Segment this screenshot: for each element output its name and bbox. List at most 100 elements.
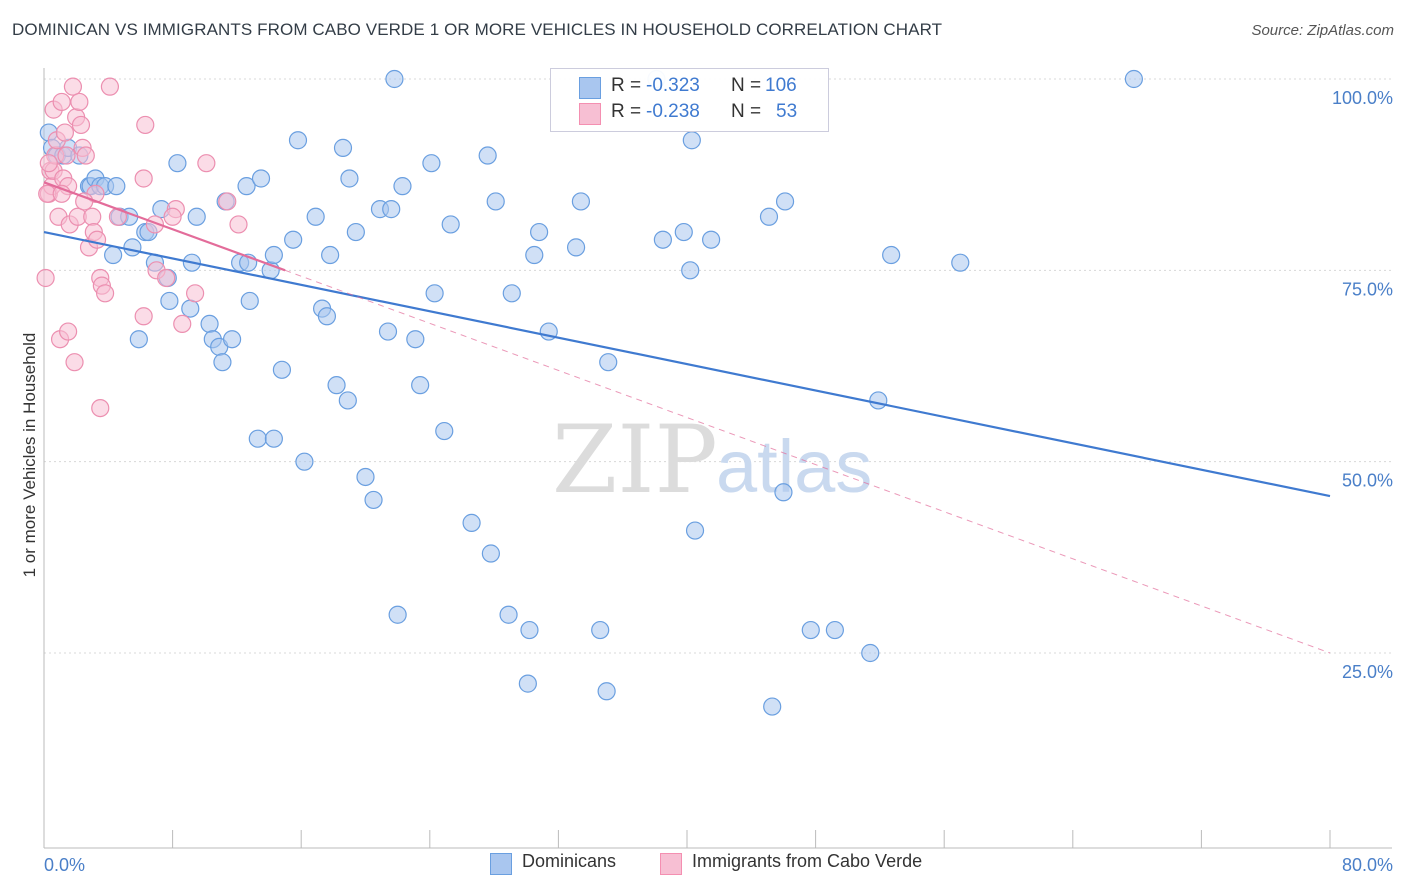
dominicans-point xyxy=(388,605,407,624)
dominicans-point xyxy=(478,146,497,165)
dominicans-point xyxy=(181,299,200,318)
y-tick-label: 100.0% xyxy=(1332,88,1393,108)
legend-r-value-pink: -0.238 xyxy=(646,101,700,122)
dominicans-point xyxy=(284,230,303,249)
dominicans-point xyxy=(356,467,375,487)
cabo-verde-point xyxy=(87,230,107,249)
cabo-verde-point xyxy=(70,92,89,112)
dominicans-point xyxy=(104,245,123,265)
dominicans-point xyxy=(187,207,206,226)
dominicans-point xyxy=(240,291,259,311)
dominicans-point xyxy=(288,131,308,150)
dominicans-point xyxy=(774,483,793,502)
dominicans-point xyxy=(327,376,346,395)
dominicans-point xyxy=(801,620,820,640)
legend-r-value-blue: -0.323 xyxy=(646,75,700,96)
dominicans-point xyxy=(951,253,970,272)
dominicans-point xyxy=(364,490,383,510)
cabo-verde-point xyxy=(39,154,58,173)
cabo-verde-point xyxy=(163,207,182,226)
cabo-verde-point xyxy=(36,268,55,288)
dominicans-point xyxy=(321,245,340,265)
dominicans-point xyxy=(248,429,267,448)
dominicans-point xyxy=(306,207,325,226)
y-tick-labels: 25.0% 50.0% 75.0% 100.0% xyxy=(1332,88,1393,682)
dominicans-point xyxy=(435,421,454,441)
y-tick-label: 25.0% xyxy=(1342,662,1393,682)
dominicans-point xyxy=(264,245,283,265)
source-label: Source: ZipAtlas.com xyxy=(1251,22,1394,39)
cabo-verde-point xyxy=(197,154,216,173)
bottom-legend-label-cabo-verde: Immigrants from Cabo Verde xyxy=(692,851,923,871)
legend-row-cabo-verde: R = -0.238 N = 53 xyxy=(551,101,828,127)
cabo-verde-point xyxy=(59,322,78,341)
dominicans-point xyxy=(775,192,795,211)
dominicans-point xyxy=(502,284,521,303)
dominicans-point xyxy=(525,245,544,265)
dominicans-point xyxy=(763,697,782,716)
dominicans-point xyxy=(333,138,353,157)
chart-title: DOMINICAN VS IMMIGRANTS FROM CABO VERDE … xyxy=(12,20,943,39)
cabo-verde-point xyxy=(57,146,76,165)
dominicans-point xyxy=(518,674,537,693)
cabo-verde-point xyxy=(229,215,248,234)
legend-r-label: R = xyxy=(611,75,642,96)
dominicans-trend-line xyxy=(43,230,1331,498)
cabo-verde-point xyxy=(218,192,237,211)
legend-n-value-blue: 106 xyxy=(765,75,797,96)
legend-n-value-pink: 53 xyxy=(776,101,798,122)
dominicans-point xyxy=(702,230,721,249)
cabo-verde-point xyxy=(75,192,94,211)
dominicans-point xyxy=(385,69,404,89)
dominicans-point xyxy=(486,192,505,211)
watermark-atlas: atlas xyxy=(716,425,872,508)
dominicans-point xyxy=(346,222,365,242)
dominicans-point xyxy=(882,245,901,265)
dominicans-point xyxy=(107,177,126,196)
dominicans-point xyxy=(825,620,844,640)
dominicans-point xyxy=(378,322,398,341)
legend-box: R = -0.323 N = 106 R = -0.238 N = 53 xyxy=(550,68,829,132)
dominicans-point xyxy=(422,154,441,173)
cabo-verde-point xyxy=(71,115,91,135)
grid-lines xyxy=(44,78,1392,654)
dominicans-point xyxy=(411,376,430,395)
dominicans-point xyxy=(441,215,460,234)
dominicans-point xyxy=(393,177,412,196)
cabo-verde-point xyxy=(91,398,110,418)
trend-lines xyxy=(43,181,1331,654)
dominicans-point xyxy=(861,643,880,663)
dominicans-point xyxy=(264,429,283,448)
dominicans-point xyxy=(591,620,610,640)
cabo-verde-point xyxy=(55,123,74,142)
x-tick-label-max: 80.0% xyxy=(1342,855,1393,875)
dominicans-point xyxy=(530,222,549,242)
dominicans-point xyxy=(571,192,591,211)
cabo-verde-point xyxy=(157,268,176,288)
dominicans-point xyxy=(1124,69,1143,89)
dominicans-point xyxy=(213,353,232,372)
y-axis-label: 1 or more Vehicles in Household xyxy=(20,332,39,578)
dominicans-point xyxy=(168,154,187,173)
dominicans-point xyxy=(123,238,142,257)
cabo-verde-point xyxy=(76,146,95,165)
dominicans-point xyxy=(685,521,705,540)
dominicans-point xyxy=(272,360,292,379)
dominicans-point xyxy=(759,207,779,226)
watermark-zip: ZIP xyxy=(552,406,718,515)
legend-n-label: N = xyxy=(731,101,762,122)
dominicans-point xyxy=(566,238,586,257)
dominicans-point xyxy=(499,605,518,624)
dominicans-point xyxy=(338,391,357,410)
cabo-verde-point xyxy=(134,169,153,188)
legend-swatch-pink xyxy=(579,103,601,125)
dominicans-point xyxy=(222,330,242,349)
cabo-verde-point xyxy=(100,77,120,96)
dominicans-point xyxy=(674,222,693,242)
dominicans-point xyxy=(406,330,425,349)
cabo-verde-point xyxy=(136,115,155,135)
bottom-legend-label-dominicans: Dominicans xyxy=(522,851,617,871)
dominicans-point xyxy=(597,682,616,701)
dominicans-point xyxy=(462,513,481,532)
dominicans-point xyxy=(425,284,444,303)
